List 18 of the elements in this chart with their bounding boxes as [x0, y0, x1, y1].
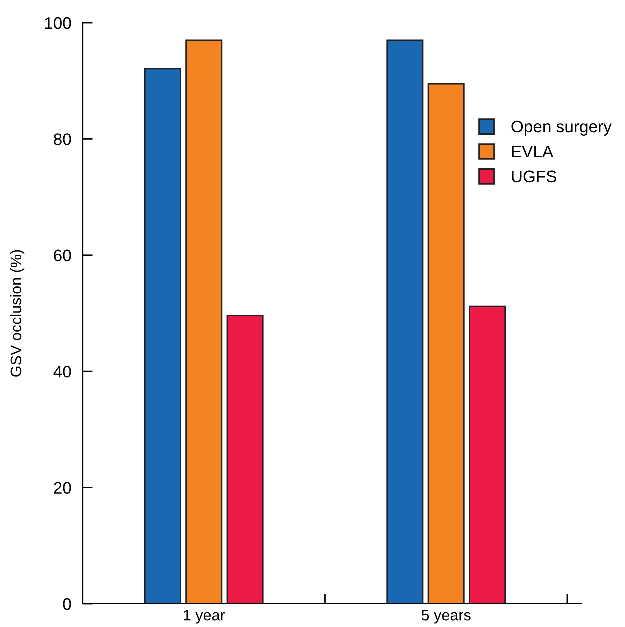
y-tick-label: 0	[63, 598, 72, 610]
bar	[386, 40, 424, 604]
y-tick-label: 60	[54, 250, 72, 262]
legend-label: Open surgery	[512, 120, 612, 136]
x-tick-label: 5 years	[422, 610, 471, 624]
legend-label: UGFS	[512, 170, 556, 183]
y-tick-label: 80	[54, 134, 72, 146]
bar	[428, 83, 465, 604]
bar	[186, 40, 223, 604]
y-axis-title: GSV occlusion (%)	[10, 250, 25, 377]
bar	[469, 306, 506, 604]
y-tick-label: 100	[45, 17, 72, 30]
bar	[144, 68, 182, 604]
bar	[226, 315, 264, 604]
y-tick-label: 20	[54, 482, 72, 494]
y-tick-label: 40	[54, 366, 72, 378]
legend-label: EVLA	[512, 146, 554, 158]
x-tick-label: 1 year	[184, 610, 226, 624]
